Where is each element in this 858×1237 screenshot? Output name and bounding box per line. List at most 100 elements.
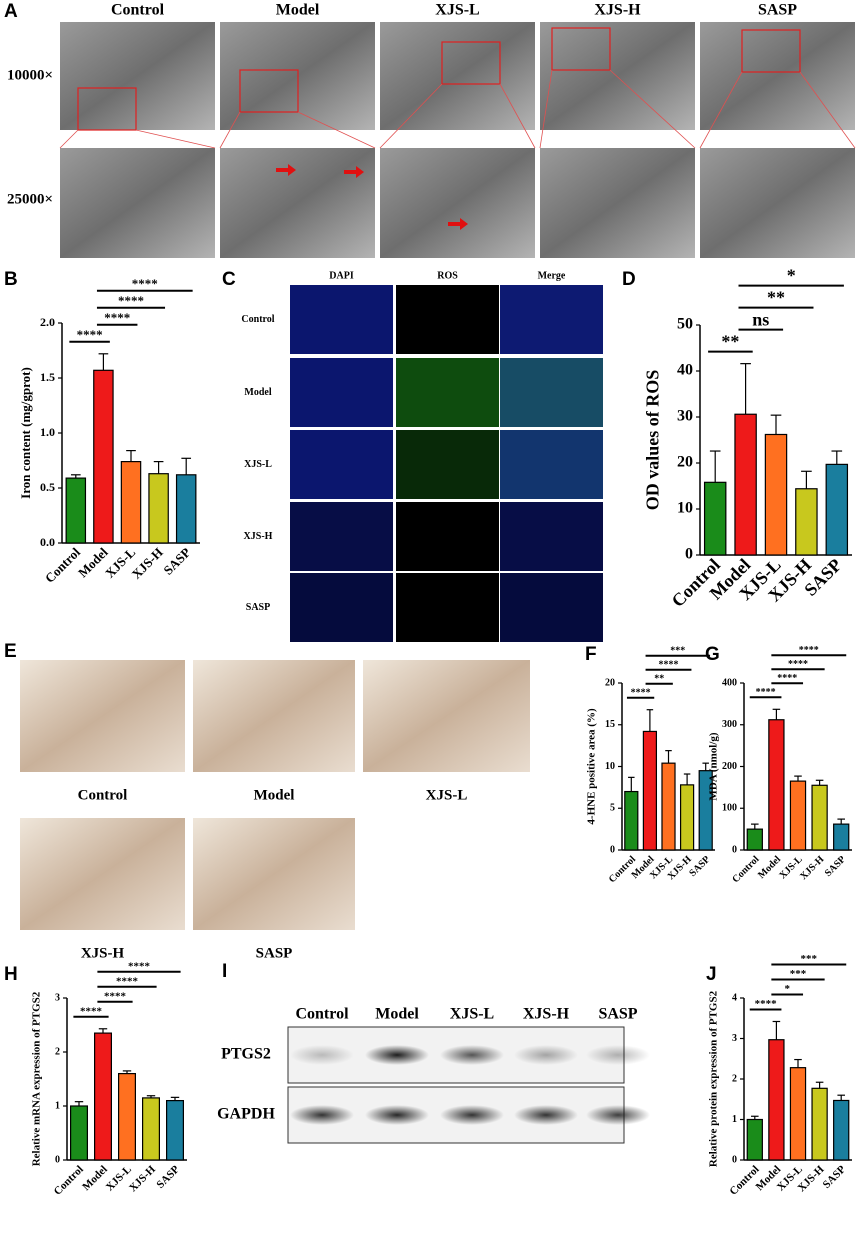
column-header: XJS-L [450,1006,494,1023]
x-tick-label: SASP [823,854,848,879]
significance-label: **** [128,960,151,972]
fluorescence-signal [396,430,499,499]
column-header: SASP [758,2,797,19]
bar [65,477,87,544]
y-tick-label: 2.0 [40,315,55,329]
tem-image [220,148,375,258]
fluorescence-signal [500,502,603,571]
panel-label: B [4,269,18,290]
tem-image [380,22,535,130]
significance-label: **** [799,645,819,656]
bar [811,1087,828,1161]
significance-label: ** [654,674,664,685]
blot-band [290,1105,354,1125]
fluorescence-signal [396,502,499,571]
image-caption: XJS-L [426,787,468,803]
y-tick-label: 30 [677,408,693,425]
bar [746,828,763,851]
significance-label: **** [659,660,679,671]
fluorescence-signal [396,358,499,427]
tem-image [700,22,855,130]
blot-band [290,1045,354,1065]
bar [93,1032,112,1161]
y-tick-label: 3 [55,992,60,1003]
significance-label: **** [631,688,651,699]
column-header: Control [111,2,165,19]
column-header: Model [276,2,320,19]
tem-image [60,148,215,258]
bar [175,474,197,544]
fluorescence-signal [290,430,393,499]
image-caption: Control [78,787,128,803]
bar [642,730,658,851]
significance-label: **** [788,659,808,670]
row-label: XJS-L [244,459,272,470]
y-tick-label: 0 [685,546,693,563]
fluorescence-signal [500,358,603,427]
image-caption: SASP [256,945,293,961]
ihc-image [20,660,185,772]
panel-label: D [622,269,636,290]
bar [833,1099,850,1161]
bar [624,790,639,851]
y-tick-label: 100 [722,803,737,814]
panel-label: C [222,269,236,290]
x-tick-label: SASP [821,1163,849,1191]
fluorescence-signal [290,285,393,354]
x-tick-label: XJS-H [798,854,826,882]
arrow [448,218,468,230]
column-header: XJS-L [435,2,479,19]
panel-label: A [4,1,18,22]
column-header: Model [375,1006,419,1023]
row-label: 10000× [7,67,53,83]
panel-label: F [585,644,597,665]
fluorescence-signal [396,573,499,642]
significance-label: ** [767,288,785,308]
significance-label: **** [777,673,797,684]
y-tick-label: 1 [732,1114,737,1125]
significance-label: ** [721,332,739,352]
image-caption: Model [254,787,295,803]
y-tick-label: 15 [605,719,615,730]
zoom-box [441,41,501,85]
tem-image [380,148,535,258]
bar [768,1039,785,1161]
y-tick-label: 3 [732,1033,737,1044]
panel-label: I [222,961,227,982]
zoom-line [297,111,376,149]
column-header: XJS-H [523,1006,570,1023]
tem-image [60,22,215,130]
zoom-line [219,111,241,149]
panel-label: G [705,644,720,665]
bar [679,784,695,851]
panel-label: E [4,641,17,662]
significance-label: * [787,266,796,286]
row-label: XJS-H [244,531,273,542]
significance-label: **** [132,276,158,291]
y-tick-label: 0 [732,844,737,855]
blot-band [514,1045,578,1065]
y-tick-label: 50 [677,316,693,333]
row-label: SASP [246,602,270,613]
significance-label: **** [77,327,103,342]
significance-label: *** [790,968,807,980]
x-tick-label: Control [730,854,761,885]
y-tick-label: 400 [722,677,737,688]
significance-label: **** [104,310,130,325]
zoom-line [609,69,696,149]
column-header: DAPI [329,270,354,281]
zoom-line [539,69,553,149]
bar [148,473,169,544]
bar [117,1072,136,1161]
bar [661,762,676,851]
significance-label: **** [104,990,127,1002]
y-tick-label: 5 [610,803,615,814]
blot-band [440,1105,504,1125]
fluorescence-signal [500,430,603,499]
fluorescence-signal [290,502,393,571]
y-tick-label: 200 [722,761,737,772]
y-tick-label: 0.5 [40,480,55,494]
column-header: Control [295,1006,349,1023]
bar [93,369,114,544]
